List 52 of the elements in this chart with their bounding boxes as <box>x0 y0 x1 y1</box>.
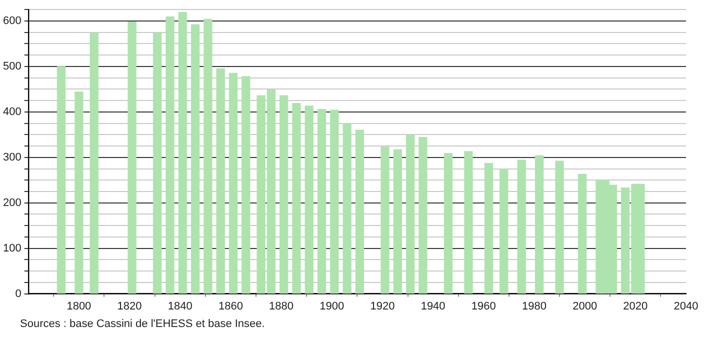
y-tick-label: 600 <box>2 15 22 27</box>
bar <box>292 102 301 294</box>
bar <box>444 152 453 294</box>
x-tick-label: 1880 <box>269 300 294 312</box>
bar <box>216 68 225 294</box>
bar <box>380 146 390 294</box>
y-tick-label: 0 <box>15 288 22 300</box>
bar <box>128 22 136 294</box>
bar <box>355 130 364 294</box>
y-tick-label: 500 <box>2 60 22 72</box>
y-tick-label: 100 <box>2 242 22 254</box>
x-tick-label: 1800 <box>66 300 92 312</box>
x-tick-label: 2000 <box>572 300 598 312</box>
bar <box>342 122 352 294</box>
x-tick-label: 1960 <box>471 300 496 312</box>
bar <box>242 76 250 294</box>
bar <box>204 18 212 294</box>
bar <box>90 32 98 294</box>
x-tick-label: 1820 <box>117 300 142 312</box>
bar <box>317 108 326 294</box>
bar <box>406 134 415 294</box>
bar <box>166 16 174 294</box>
bar <box>56 66 66 294</box>
bar <box>178 12 187 294</box>
bar <box>190 24 200 294</box>
x-tick-label: 1980 <box>522 300 546 312</box>
bar <box>534 155 544 294</box>
bar <box>304 106 314 294</box>
x-tick-label: 2040 <box>674 300 698 312</box>
x-tick-label: 2020 <box>623 300 648 312</box>
bar <box>74 92 84 294</box>
y-tick-label: 400 <box>2 106 22 118</box>
x-tick-label: 1920 <box>370 300 395 312</box>
x-tick-label: 1860 <box>218 300 243 312</box>
bar <box>418 137 428 294</box>
y-tick-label: 300 <box>2 151 22 164</box>
bar <box>578 174 587 294</box>
bar <box>464 151 473 294</box>
bar <box>517 160 526 294</box>
y-tick-label: 200 <box>2 196 22 209</box>
x-tick-label: 1940 <box>420 300 446 312</box>
bar <box>484 162 494 294</box>
x-tick-label: 1900 <box>320 300 344 312</box>
bar <box>330 110 339 294</box>
bar <box>279 95 288 294</box>
bar <box>153 32 162 294</box>
source-note: Sources : base Cassini de l'EHESS et base Insee. <box>20 318 265 330</box>
bar <box>393 149 402 294</box>
x-tick-label: 1840 <box>168 300 192 312</box>
bar <box>500 168 508 294</box>
bar <box>228 72 238 294</box>
bar <box>555 160 564 294</box>
